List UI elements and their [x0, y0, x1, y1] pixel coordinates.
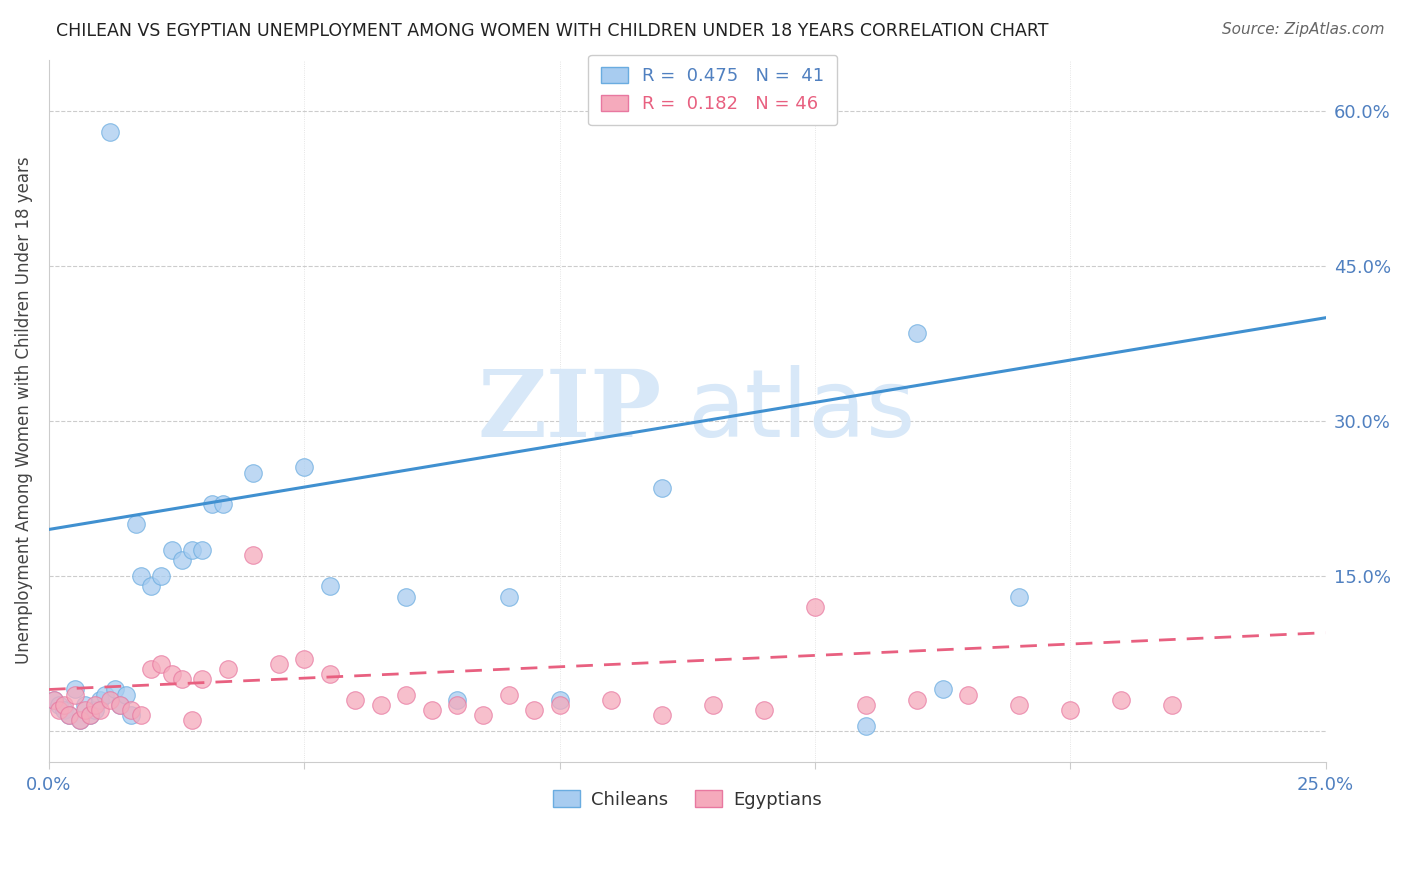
Point: [42, 693, 65, 707]
Point: [395, 688, 418, 702]
Point: [201, 497, 224, 511]
Point: [125, 517, 148, 532]
Point: [370, 698, 392, 712]
Point: [129, 569, 152, 583]
Point: [53, 703, 76, 717]
Point: [150, 657, 173, 671]
Point: [446, 693, 468, 707]
Point: [395, 590, 418, 604]
Point: [211, 497, 233, 511]
Point: [120, 708, 142, 723]
Point: [139, 579, 162, 593]
Point: [702, 698, 724, 712]
Point: [957, 688, 980, 702]
Point: [267, 657, 290, 671]
Point: [58, 708, 80, 723]
Point: [217, 662, 239, 676]
Text: atlas: atlas: [688, 365, 915, 457]
Point: [94, 688, 117, 702]
Point: [84, 698, 107, 712]
Point: [548, 698, 571, 712]
Point: [42, 693, 65, 707]
Text: CHILEAN VS EGYPTIAN UNEMPLOYMENT AMONG WOMEN WITH CHILDREN UNDER 18 YEARS CORREL: CHILEAN VS EGYPTIAN UNEMPLOYMENT AMONG W…: [56, 22, 1049, 40]
Point: [89, 693, 111, 707]
Point: [1111, 693, 1133, 707]
Point: [129, 708, 152, 723]
Point: [104, 682, 127, 697]
Point: [79, 708, 101, 723]
Point: [63, 688, 86, 702]
Point: [181, 714, 204, 728]
Point: [160, 667, 183, 681]
Point: [242, 548, 264, 562]
Point: [651, 708, 673, 723]
Point: [1008, 698, 1031, 712]
Point: [1161, 698, 1184, 712]
Point: [48, 703, 70, 717]
Point: [498, 590, 520, 604]
Point: [1008, 590, 1031, 604]
Point: [63, 682, 86, 697]
Point: [73, 703, 96, 717]
Point: [110, 698, 132, 712]
Point: [420, 703, 443, 717]
Point: [48, 698, 70, 712]
Point: [79, 708, 101, 723]
Point: [242, 466, 264, 480]
Point: [905, 326, 928, 341]
Point: [931, 682, 953, 697]
Point: [855, 718, 877, 732]
Point: [170, 553, 193, 567]
Point: [319, 579, 342, 593]
Point: [855, 698, 877, 712]
Point: [599, 693, 621, 707]
Point: [498, 688, 520, 702]
Y-axis label: Unemployment Among Women with Children Under 18 years: Unemployment Among Women with Children U…: [15, 157, 32, 665]
Point: [472, 708, 495, 723]
Point: [292, 460, 315, 475]
Point: [69, 714, 91, 728]
Text: ZIP: ZIP: [478, 366, 662, 456]
Point: [98, 693, 121, 707]
Point: [170, 672, 193, 686]
Point: [150, 569, 173, 583]
Point: [73, 698, 96, 712]
Point: [53, 698, 76, 712]
Point: [319, 667, 342, 681]
Point: [548, 693, 571, 707]
Point: [446, 698, 468, 712]
Point: [905, 693, 928, 707]
Point: [120, 703, 142, 717]
Point: [114, 688, 136, 702]
Point: [344, 693, 367, 707]
Point: [1059, 703, 1081, 717]
Point: [98, 125, 121, 139]
Point: [292, 651, 315, 665]
Point: [58, 708, 80, 723]
Point: [752, 703, 775, 717]
Point: [181, 543, 204, 558]
Point: [89, 703, 111, 717]
Point: [84, 703, 107, 717]
Text: Source: ZipAtlas.com: Source: ZipAtlas.com: [1222, 22, 1385, 37]
Point: [651, 481, 673, 495]
Point: [139, 662, 162, 676]
Point: [191, 672, 214, 686]
Point: [69, 714, 91, 728]
Point: [523, 703, 546, 717]
Point: [804, 599, 827, 614]
Point: [110, 698, 132, 712]
Legend: Chileans, Egyptians: Chileans, Egyptians: [546, 783, 830, 816]
Point: [160, 543, 183, 558]
Point: [191, 543, 214, 558]
